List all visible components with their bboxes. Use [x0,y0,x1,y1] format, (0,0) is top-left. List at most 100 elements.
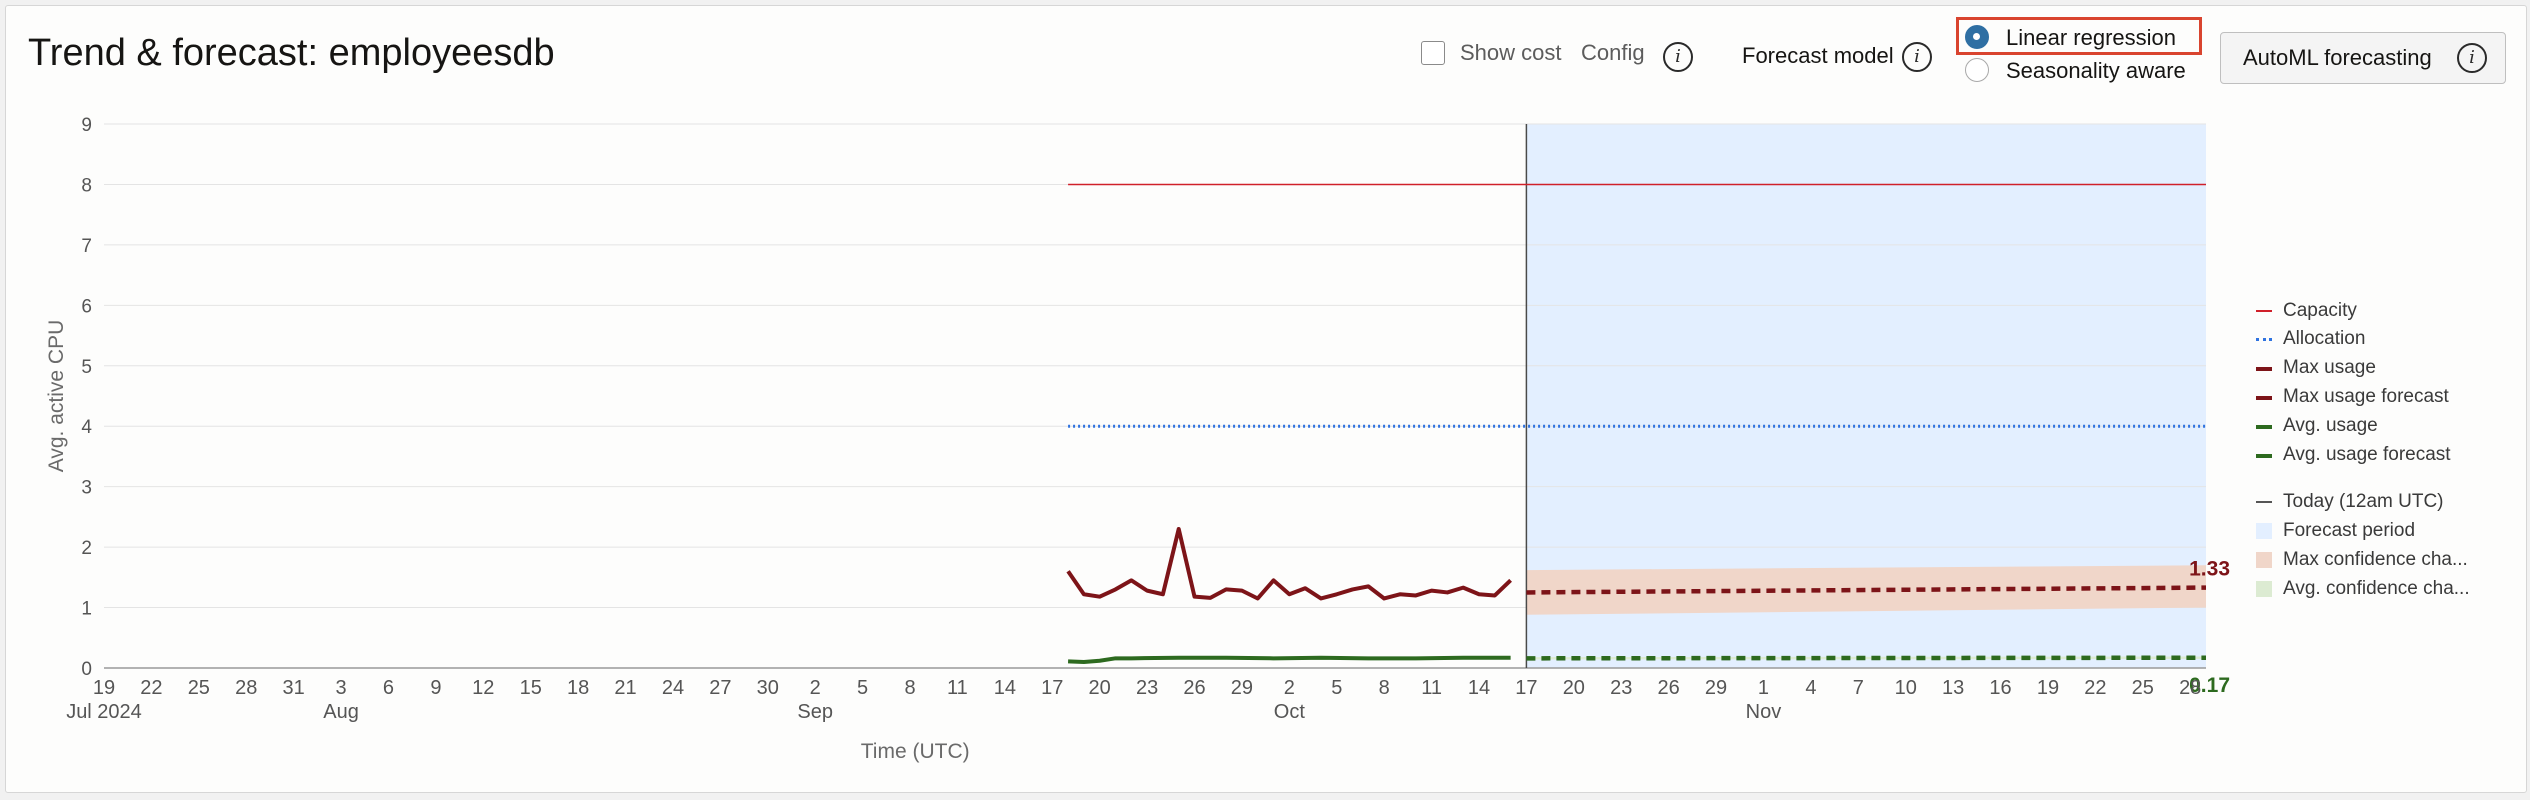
x-tick-label: 23 [1610,677,1632,699]
y-tick-label: 2 [81,538,92,559]
config-info-icon[interactable]: i [1663,42,1693,72]
x-month-label: Nov [1746,701,1782,723]
legend-label[interactable]: Capacity [2283,300,2357,321]
x-tick-label: 24 [662,677,684,699]
legend-swatch [2256,581,2272,597]
end-value-label: 1.33 [2189,558,2230,581]
config-link[interactable]: Config [1581,40,1645,65]
automl-info-icon[interactable]: i [2457,43,2487,73]
linear-regression-radio[interactable] [1965,25,1989,49]
x-tick-label: 3 [336,677,347,699]
automl-forecasting-label: AutoML forecasting [2243,45,2432,70]
x-tick-label: 29 [1705,677,1727,699]
legend-swatch [2256,396,2272,400]
legend-label[interactable]: Avg. usage [2283,415,2378,436]
y-axis-title: Avg. active CPU [45,320,68,473]
y-tick-label: 4 [81,417,92,438]
legend-label[interactable]: Max usage forecast [2283,386,2449,407]
y-tick-label: 5 [81,357,92,378]
series-line [1526,585,2207,595]
x-tick-label: 8 [1379,677,1390,699]
x-tick-label: 26 [1183,677,1205,699]
x-axis-title: Time (UTC) [861,740,970,763]
legend-label[interactable]: Forecast period [2283,520,2416,541]
x-tick-label: 27 [709,677,731,699]
x-tick-label: 8 [904,677,915,699]
legend-label[interactable]: Today (12am UTC) [2283,491,2444,512]
legend-label[interactable]: Allocation [2283,328,2366,349]
x-tick-label: 25 [188,677,210,699]
x-tick-label: 11 [1421,677,1442,699]
y-tick-label: 1 [81,599,92,620]
x-tick-label: 31 [283,677,305,699]
x-tick-label: 28 [2179,677,2201,699]
y-tick-label: 6 [81,296,92,317]
confidence-band [1526,565,2206,615]
legend-swatch [2256,501,2272,503]
linear-regression-label[interactable]: Linear regression [2006,25,2176,50]
x-tick-label: 4 [1805,677,1816,699]
series-line [1526,655,2207,661]
x-tick-label: 30 [757,677,779,699]
page-title: Trend & forecast: employeesdb [28,32,555,74]
x-tick-label: 19 [2037,677,2059,699]
y-tick-label: 7 [81,236,92,257]
series-line [1066,526,1512,601]
forecast-model-info-icon[interactable]: i [1902,42,1932,72]
x-tick-label: 11 [947,677,968,699]
legend-label[interactable]: Avg. confidence cha... [2283,578,2470,599]
legend-swatch [2256,454,2272,458]
legend-swatch [2256,310,2272,312]
x-tick-label: 17 [1515,677,1537,699]
highlight-box [1956,17,2202,55]
seasonality-aware-radio[interactable] [1965,58,1989,82]
x-month-label: Oct [1274,701,1306,723]
end-value-label: 0.17 [2189,674,2230,697]
legend-swatch [2256,523,2272,539]
y-tick-label: 3 [81,478,92,499]
y-tick-label: 9 [81,115,92,136]
x-tick-label: 22 [140,677,162,699]
x-tick-label: 1 [1758,677,1769,699]
x-tick-label: 25 [2132,677,2154,699]
x-tick-label: 14 [1468,677,1490,699]
x-tick-label: 13 [1942,677,1964,699]
x-month-label: Sep [797,701,833,723]
x-tick-label: 14 [994,677,1016,699]
x-tick-label: 5 [1331,677,1342,699]
show-cost-checkbox[interactable] [1421,41,1445,65]
forecast-model-label: Forecast model [1742,43,1894,68]
x-tick-label: 23 [1136,677,1158,699]
legend-label[interactable]: Max confidence cha... [2283,549,2468,570]
x-tick-label: 9 [430,677,441,699]
legend-swatch [2256,338,2272,341]
legend-label[interactable]: Avg. usage forecast [2283,444,2451,465]
x-tick-label: 12 [472,677,494,699]
x-tick-label: 28 [235,677,257,699]
x-tick-label: 7 [1853,677,1864,699]
x-tick-label: 2 [810,677,821,699]
y-tick-label: 0 [81,659,92,680]
y-tick-label: 8 [81,175,92,196]
x-month-label: Aug [323,701,359,723]
x-tick-label: 16 [1989,677,2011,699]
series-line [1067,655,1511,664]
automl-forecasting-button[interactable]: AutoML forecasting i [2220,32,2506,84]
seasonality-aware-label[interactable]: Seasonality aware [2006,58,2186,83]
show-cost-label[interactable]: Show cost [1460,40,1562,65]
x-tick-label: 15 [520,677,542,699]
legend-label[interactable]: Max usage [2283,357,2376,378]
x-tick-label: 20 [1563,677,1585,699]
legend-swatch [2256,425,2272,429]
x-tick-label: 5 [857,677,868,699]
x-tick-label: 29 [1231,677,1253,699]
x-tick-label: 22 [2084,677,2106,699]
x-tick-label: 21 [614,677,636,699]
legend-swatch [2256,367,2272,371]
x-tick-label: 6 [383,677,394,699]
x-month-label: Jul 2024 [66,701,142,723]
x-tick-label: 19 [93,677,115,699]
x-tick-label: 2 [1284,677,1295,699]
x-tick-label: 17 [1041,677,1063,699]
